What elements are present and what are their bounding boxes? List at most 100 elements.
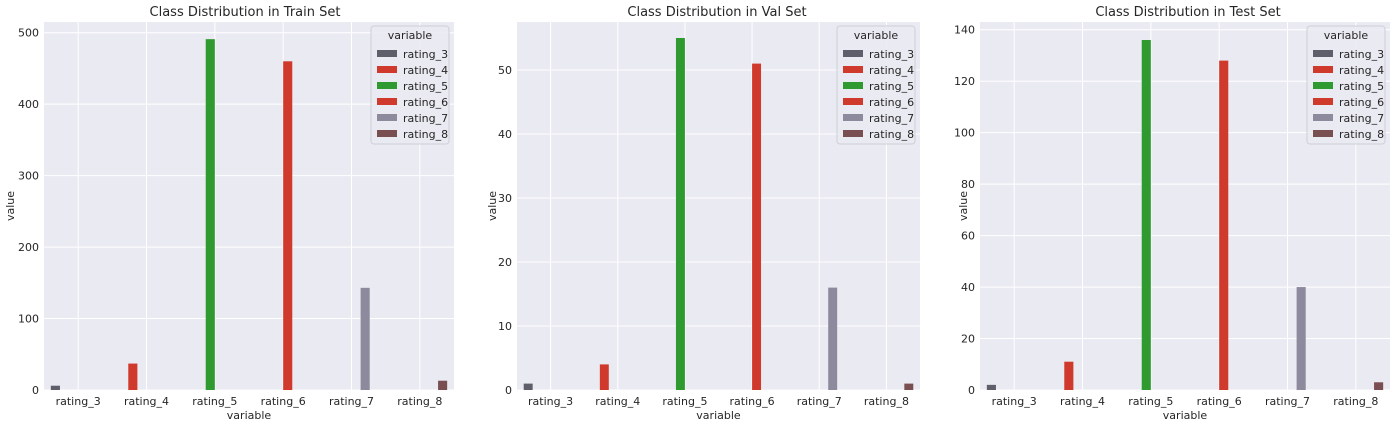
chart-3-legend-swatch-rating_6 bbox=[1313, 98, 1333, 105]
chart-3-x-tick-label: rating_4 bbox=[1060, 395, 1105, 408]
chart-2-y-tick-label: 10 bbox=[498, 320, 512, 333]
chart-3-legend-title: variable bbox=[1324, 29, 1369, 42]
chart-2-legend-entry-rating_4: rating_4 bbox=[869, 64, 914, 77]
chart-2-y-tick-label: 40 bbox=[498, 128, 512, 141]
chart-3-legend-swatch-rating_5 bbox=[1313, 82, 1333, 89]
chart-3-bar-rating_5 bbox=[1142, 40, 1151, 390]
chart-1-legend-entry-rating_3: rating_3 bbox=[403, 48, 448, 61]
chart-1-y-tick-label: 300 bbox=[18, 170, 39, 183]
chart-3-bar-rating_3 bbox=[987, 385, 996, 390]
chart-1-legend-title: variable bbox=[388, 29, 433, 42]
chart-2-bar-rating_8 bbox=[904, 384, 913, 390]
chart-3-x-axis-label: variable bbox=[1163, 409, 1208, 422]
chart-1-y-tick-label: 100 bbox=[18, 313, 39, 326]
chart-2-bar-rating_6 bbox=[752, 64, 761, 390]
chart-3-title: Class Distribution in Test Set bbox=[1095, 5, 1280, 20]
chart-3-legend-entry-rating_8: rating_8 bbox=[1339, 128, 1384, 141]
chart-3-bar-rating_8 bbox=[1374, 382, 1383, 390]
chart-3-x-tick-label: rating_3 bbox=[992, 395, 1037, 408]
chart-2-legend-swatch-rating_8 bbox=[843, 130, 863, 137]
chart-2-legend-swatch-rating_3 bbox=[843, 50, 863, 57]
chart-3-x-tick-label: rating_7 bbox=[1265, 395, 1310, 408]
chart-2-legend-swatch-rating_4 bbox=[843, 66, 863, 73]
chart-1-legend: variable rating_3 rating_4 rating_5 rating_6… bbox=[371, 26, 449, 144]
chart-3-legend-swatch-rating_4 bbox=[1313, 66, 1333, 73]
chart-3-y-axis-label: value bbox=[957, 191, 970, 221]
chart-3-x-tick-label: rating_6 bbox=[1197, 395, 1242, 408]
chart-2-x-tick-label: rating_8 bbox=[864, 395, 909, 408]
chart-3-legend-swatch-rating_8 bbox=[1313, 130, 1333, 137]
chart-2-legend-swatch-rating_6 bbox=[843, 98, 863, 105]
chart-3-legend-entry-rating_6: rating_6 bbox=[1339, 96, 1384, 109]
chart-2-y-tick-label: 50 bbox=[498, 64, 512, 77]
chart-3-legend-entry-rating_7: rating_7 bbox=[1339, 112, 1384, 125]
chart-3-bar-rating_4 bbox=[1064, 362, 1073, 390]
chart-2-y-axis-label: value bbox=[486, 191, 499, 221]
chart-2-y-tick-label: 0 bbox=[505, 384, 512, 397]
chart-1-bar-rating_6 bbox=[283, 61, 292, 390]
chart-1-legend-swatch-rating_6 bbox=[377, 98, 397, 105]
chart-2-bar-rating_5 bbox=[676, 38, 685, 390]
chart-1-legend-swatch-rating_8 bbox=[377, 130, 397, 137]
chart-2-legend-swatch-rating_5 bbox=[843, 82, 863, 89]
chart-1-y-tick-label: 400 bbox=[18, 98, 39, 111]
chart-2-legend-entry-rating_5: rating_5 bbox=[869, 80, 914, 93]
chart-1-bar-rating_7 bbox=[361, 288, 370, 390]
chart-1-x-tick-label: rating_8 bbox=[397, 395, 442, 408]
chart-3-legend-swatch-rating_3 bbox=[1313, 50, 1333, 57]
chart-1-y-axis-label: value bbox=[4, 191, 17, 221]
chart-3-y-tick-label: 20 bbox=[961, 333, 975, 346]
chart-3-y-tick-label: 100 bbox=[954, 127, 975, 140]
chart-2-bar-rating_4 bbox=[600, 364, 609, 390]
chart-1-bar-rating_8 bbox=[438, 381, 447, 390]
chart-1-bar-rating_3 bbox=[51, 386, 60, 390]
chart-2-legend: variable rating_3 rating_4 rating_5 rating_6… bbox=[837, 26, 915, 144]
chart-2-x-tick-label: rating_5 bbox=[662, 395, 707, 408]
chart-3-legend-swatch-rating_7 bbox=[1313, 114, 1333, 121]
chart-3-bar-rating_6 bbox=[1219, 61, 1228, 390]
chart-2-legend-entry-rating_7: rating_7 bbox=[869, 112, 914, 125]
chart-3-legend-entry-rating_4: rating_4 bbox=[1339, 64, 1384, 77]
chart-3-legend-entry-rating_3: rating_3 bbox=[1339, 48, 1384, 61]
chart-1-bar-rating_4 bbox=[128, 364, 137, 390]
chart-1-x-tick-label: rating_4 bbox=[124, 395, 169, 408]
chart-3-y-tick-label: 40 bbox=[961, 281, 975, 294]
chart-2-y-tick-label: 20 bbox=[498, 256, 512, 269]
chart-1-x-tick-label: rating_6 bbox=[261, 395, 306, 408]
chart-2-x-tick-label: rating_3 bbox=[528, 395, 573, 408]
chart-2-x-tick-label: rating_4 bbox=[595, 395, 640, 408]
chart-2-bar-rating_7 bbox=[828, 288, 837, 390]
chart-1: 0 100 200 300 400 500 rating_3 rating_4 rating_5… bbox=[4, 5, 454, 422]
chart-3-y-tick-label: 140 bbox=[954, 24, 975, 37]
chart-1-legend-swatch-rating_7 bbox=[377, 114, 397, 121]
chart-2-title: Class Distribution in Val Set bbox=[627, 5, 806, 20]
chart-1-y-tick-label: 0 bbox=[32, 384, 39, 397]
chart-2-legend-entry-rating_6: rating_6 bbox=[869, 96, 914, 109]
chart-1-bar-rating_5 bbox=[206, 39, 215, 390]
chart-1-x-tick-label: rating_3 bbox=[56, 395, 101, 408]
chart-1-title: Class Distribution in Train Set bbox=[150, 5, 341, 20]
chart-1-legend-entry-rating_7: rating_7 bbox=[403, 112, 448, 125]
chart-1-y-tick-label: 200 bbox=[18, 241, 39, 254]
chart-1-legend-entry-rating_8: rating_8 bbox=[403, 128, 448, 141]
chart-2-x-tick-label: rating_7 bbox=[797, 395, 842, 408]
chart-1-x-tick-label: rating_5 bbox=[192, 395, 237, 408]
chart-3-x-tick-label: rating_8 bbox=[1333, 395, 1378, 408]
chart-1-legend-swatch-rating_4 bbox=[377, 66, 397, 73]
chart-1-legend-entry-rating_5: rating_5 bbox=[403, 80, 448, 93]
chart-2-legend-entry-rating_8: rating_8 bbox=[869, 128, 914, 141]
chart-3-y-tick-label: 80 bbox=[961, 178, 975, 191]
chart-1-legend-swatch-rating_5 bbox=[377, 82, 397, 89]
chart-2-x-axis-label: variable bbox=[696, 409, 741, 422]
chart-3-x-tick-label: rating_5 bbox=[1128, 395, 1173, 408]
chart-1-legend-entry-rating_4: rating_4 bbox=[403, 64, 448, 77]
chart-1-legend-swatch-rating_3 bbox=[377, 50, 397, 57]
chart-2-legend-swatch-rating_7 bbox=[843, 114, 863, 121]
chart-2-x-tick-label: rating_6 bbox=[730, 395, 775, 408]
chart-3-legend: variable rating_3 rating_4 rating_5 rating_6… bbox=[1307, 26, 1385, 144]
chart-3-y-tick-label: 120 bbox=[954, 75, 975, 88]
